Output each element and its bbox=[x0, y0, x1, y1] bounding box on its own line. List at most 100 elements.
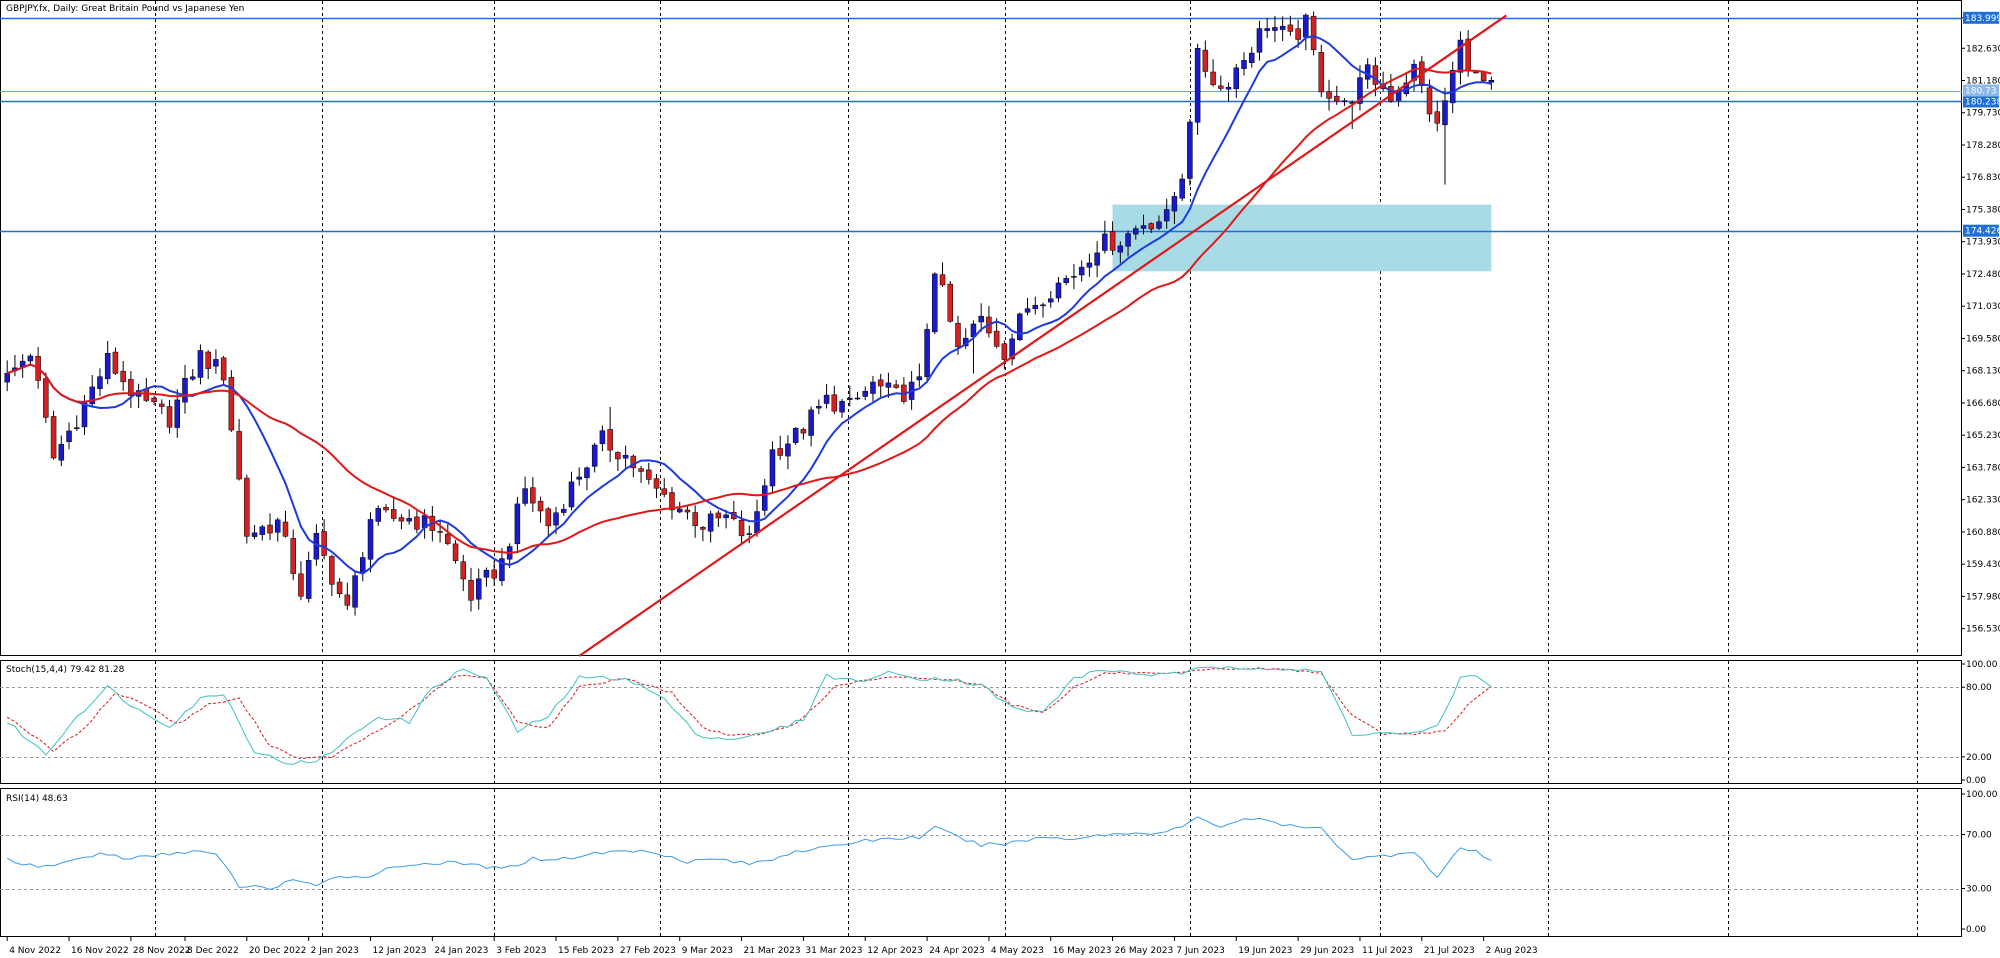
candle-body bbox=[1241, 60, 1247, 69]
time-tick-label: 2 Aug 2023 bbox=[1486, 946, 1538, 956]
candle-body bbox=[777, 448, 783, 456]
candle-body bbox=[1148, 223, 1154, 230]
candle-body bbox=[27, 355, 34, 362]
main-chart-label: GBPJPY.fx, Daily: Great Britain Pound vs… bbox=[6, 4, 244, 14]
candle-body bbox=[808, 409, 814, 436]
candle-body bbox=[120, 370, 126, 383]
candle-body bbox=[1364, 64, 1371, 80]
candle-body bbox=[568, 481, 575, 508]
candle-body bbox=[1017, 313, 1023, 341]
candle-body bbox=[452, 543, 459, 561]
candle-body bbox=[615, 452, 621, 460]
candle-body bbox=[1295, 28, 1301, 40]
panel-tick-label: 0.00 bbox=[1966, 776, 1986, 786]
time-tick-label: 16 May 2023 bbox=[1053, 946, 1112, 956]
candle-body bbox=[584, 467, 590, 479]
candle-body bbox=[1442, 100, 1448, 126]
candle-body bbox=[514, 503, 521, 545]
time-tick-label: 26 May 2023 bbox=[1115, 946, 1174, 956]
candle-body bbox=[298, 573, 304, 597]
rsi-line bbox=[6, 816, 1492, 891]
candle-body bbox=[653, 478, 660, 489]
stoch-lines bbox=[6, 665, 1492, 765]
candle-body bbox=[1488, 79, 1495, 83]
time-tick-label: 20 Dec 2022 bbox=[249, 946, 307, 956]
candle-body bbox=[1009, 338, 1015, 360]
candle-body bbox=[282, 521, 289, 537]
candle-body bbox=[213, 359, 219, 367]
candle-body bbox=[823, 394, 830, 404]
candle-body bbox=[236, 431, 242, 480]
stoch-panel-frame bbox=[0, 660, 1962, 784]
price-tick-label: 157.980 bbox=[1966, 592, 2000, 602]
candle-body bbox=[877, 379, 884, 387]
candle-body bbox=[669, 492, 675, 511]
candle-body bbox=[816, 405, 822, 409]
candle-body bbox=[630, 455, 637, 469]
candle-body bbox=[1024, 308, 1031, 313]
time-tick-label: 31 Mar 2023 bbox=[805, 946, 862, 956]
candle-body bbox=[792, 427, 799, 443]
stoch-label: Stoch(15,4,4) 79.42 81.28 bbox=[6, 665, 125, 675]
time-tick-label: 4 Nov 2022 bbox=[9, 946, 61, 956]
stoch-signal-line bbox=[6, 667, 1492, 760]
candle-body bbox=[189, 376, 196, 380]
candle-body bbox=[785, 443, 791, 457]
candle-body bbox=[723, 514, 729, 519]
candle-body bbox=[220, 357, 227, 381]
price-tick-label: 178.280 bbox=[1966, 141, 2000, 151]
time-tick-label: 24 Jan 2023 bbox=[434, 946, 488, 956]
price-tick-label: 165.230 bbox=[1966, 431, 2000, 441]
stoch-axis: 100.00 80.00 20.00 0.00 bbox=[1961, 660, 1998, 786]
candle-body bbox=[1434, 111, 1440, 124]
candle-body bbox=[676, 508, 683, 513]
price-tick-label: 173.930 bbox=[1966, 238, 2000, 248]
time-tick-label: 2 Jan 2023 bbox=[311, 946, 359, 956]
time-tick-label: 9 Mar 2023 bbox=[682, 946, 733, 956]
candle-body bbox=[1334, 95, 1340, 102]
candle-body bbox=[151, 397, 157, 403]
candle-body bbox=[97, 376, 103, 389]
candle-body bbox=[1171, 196, 1178, 212]
candle-body bbox=[89, 386, 95, 405]
trendlines bbox=[578, 14, 1507, 657]
price-tick-label: 179.730 bbox=[1966, 109, 2000, 119]
candle-body bbox=[197, 350, 204, 378]
time-tick-label: 3 Feb 2023 bbox=[496, 946, 546, 956]
candle-body bbox=[924, 329, 930, 378]
candle-body bbox=[1426, 87, 1433, 115]
price-label-box bbox=[1963, 95, 1999, 108]
rsi-panel[interactable]: 100.00 70.00 30.00 0.00 RSI(14) 48.63 bbox=[0, 788, 1998, 937]
main-grid bbox=[155, 1, 1918, 655]
candle-body bbox=[1326, 91, 1332, 99]
stochastic-panel[interactable]: 100.00 80.00 20.00 0.00 Stoch(15,4,4) 79.42… bbox=[0, 660, 1998, 786]
time-tick-label: 21 Jul 2023 bbox=[1424, 946, 1475, 956]
main-price-panel[interactable]: 183.999 182.630 181.180 179.730 178.280 176.8… bbox=[0, 0, 2000, 657]
candle-body bbox=[1163, 209, 1170, 222]
panel-tick-label: 30.00 bbox=[1966, 885, 1992, 895]
candle-body bbox=[1480, 71, 1487, 82]
candle-body bbox=[1071, 276, 1077, 278]
price-label-text: 180.238 bbox=[1965, 97, 2000, 107]
candle-body bbox=[267, 524, 273, 534]
candle-body bbox=[553, 512, 559, 526]
candle-body bbox=[591, 444, 598, 467]
price-tick-label: 160.880 bbox=[1966, 528, 2000, 538]
panel-tick-label: 70.00 bbox=[1966, 831, 1992, 841]
candle-body bbox=[530, 487, 536, 504]
candle-body bbox=[483, 569, 490, 578]
candle-body bbox=[1248, 52, 1255, 63]
candle-body bbox=[1202, 49, 1209, 72]
price-label-box bbox=[1963, 84, 1999, 97]
candle-body bbox=[159, 403, 165, 407]
time-tick-label: 19 Jun 2023 bbox=[1238, 946, 1292, 956]
candle-body bbox=[1063, 278, 1069, 283]
price-tick-label: 169.580 bbox=[1966, 334, 2000, 344]
candle-body bbox=[406, 518, 412, 522]
candle-body bbox=[321, 531, 327, 556]
candle-body bbox=[885, 382, 892, 388]
candle-body bbox=[460, 561, 467, 580]
rsi-grid bbox=[0, 789, 1962, 936]
candle-body bbox=[893, 384, 899, 388]
